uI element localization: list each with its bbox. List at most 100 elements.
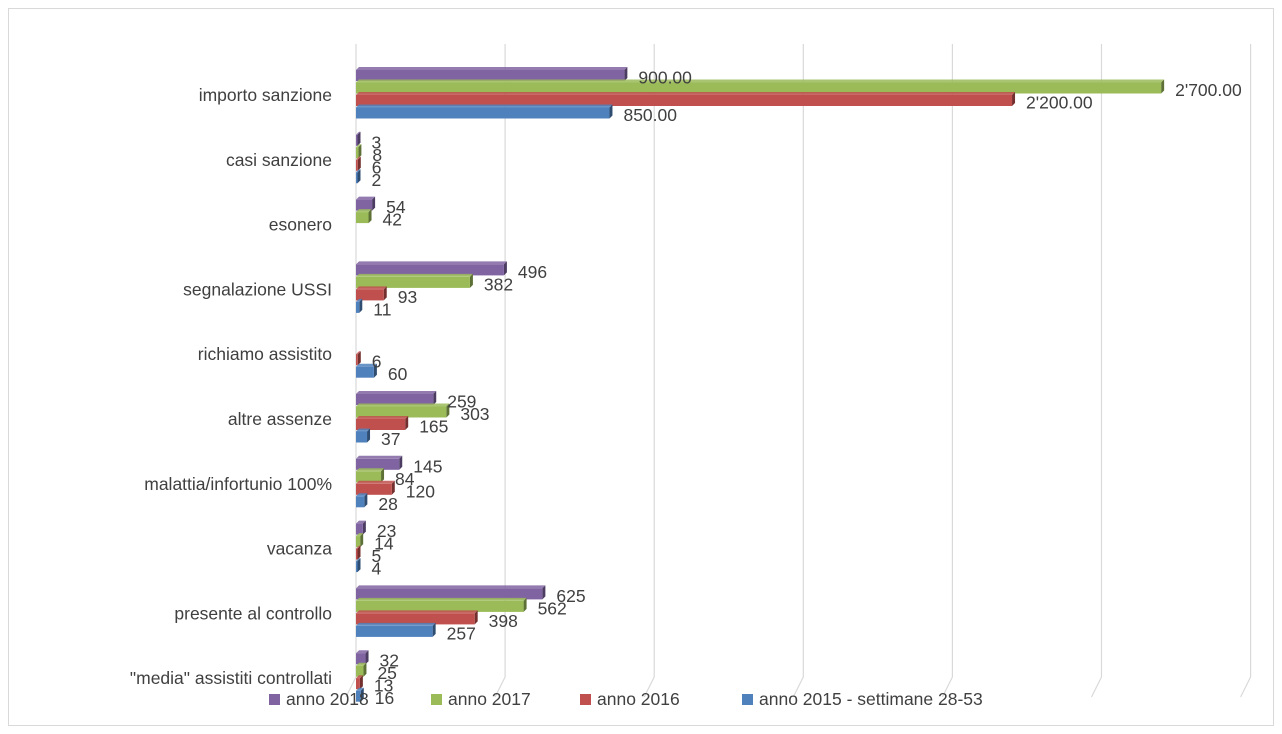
bar-top-face — [356, 455, 403, 459]
bar — [356, 690, 361, 702]
bar-end-face — [364, 493, 368, 508]
data-label: 25 — [377, 663, 396, 683]
bar — [356, 536, 361, 548]
gridline-base — [1240, 676, 1252, 698]
bar — [356, 82, 1162, 94]
bar-end-face — [624, 67, 628, 81]
legend-swatch — [431, 694, 442, 705]
data-label: 6 — [372, 352, 382, 372]
legend-label: anno 2015 - settimane 28-53 — [759, 689, 983, 709]
legend-label: anno 2016 — [597, 689, 680, 709]
gridline-base — [345, 676, 357, 698]
data-label: 93 — [398, 287, 417, 307]
bar-end-face — [542, 585, 546, 600]
chart-area: importo sanzione casi sanzione esonero segn… — [8, 8, 1274, 726]
data-label: 4 — [372, 559, 382, 579]
bar-top-face — [356, 286, 387, 290]
bar — [356, 95, 1013, 106]
data-labels: 900.002'700.002'200.00850.00386254424963… — [372, 68, 1243, 709]
bar-top-face — [356, 363, 377, 367]
bar-top-face — [356, 416, 409, 419]
bar-top-face — [356, 104, 613, 108]
data-label: 850.00 — [623, 105, 677, 125]
bar — [356, 354, 358, 366]
bar-top-face — [356, 79, 1165, 83]
bar — [356, 483, 392, 495]
bar-end-face — [360, 533, 364, 548]
category-labels: importo sanzione casi sanzione esonero segn… — [130, 85, 332, 688]
bar — [356, 289, 384, 301]
bar-end-face — [357, 156, 361, 171]
bar-top-face — [356, 597, 527, 601]
bar-top-face — [356, 209, 372, 213]
data-label: 16 — [375, 688, 394, 708]
bar — [356, 212, 369, 224]
bar-top-face — [356, 156, 361, 160]
bar-top-face — [356, 610, 478, 614]
data-label: 6 — [372, 157, 382, 177]
legend-swatch — [580, 694, 591, 705]
bar — [356, 613, 475, 625]
bar — [356, 419, 406, 430]
bar-end-face — [372, 196, 376, 211]
bar-top-face — [356, 675, 363, 679]
data-label: 14 — [374, 534, 394, 554]
bar-top-face — [356, 687, 364, 691]
bar-top-face — [356, 468, 385, 472]
bar — [356, 588, 543, 600]
bar-top-face — [356, 298, 363, 302]
bar-top-face — [356, 622, 436, 626]
bar — [356, 548, 358, 560]
category-label: segnalazione USSI — [183, 279, 332, 299]
bar-end-face — [367, 428, 371, 443]
category-label: altre assenze — [228, 409, 332, 429]
data-label: 37 — [381, 429, 400, 449]
bar — [356, 147, 359, 159]
bar — [356, 264, 504, 276]
bar-end-face — [399, 455, 403, 470]
bar — [356, 678, 360, 690]
data-label: 257 — [447, 623, 476, 643]
legend-label: anno 2018 — [286, 689, 369, 709]
bar-end-face — [381, 468, 385, 483]
bar-end-face — [432, 622, 436, 637]
bar-top-face — [356, 261, 507, 265]
data-label: 2'700.00 — [1175, 80, 1242, 100]
bar — [356, 134, 358, 146]
data-label: 303 — [460, 404, 489, 424]
category-label: "media" assistiti controllati — [130, 668, 332, 688]
bar — [356, 496, 365, 508]
bar-end-face — [357, 131, 361, 146]
bar — [356, 199, 373, 211]
bar-end-face — [357, 351, 361, 366]
bar — [356, 431, 368, 443]
bar-top-face — [356, 493, 368, 497]
bar-end-face — [359, 675, 363, 690]
bar — [356, 625, 433, 637]
bar — [356, 561, 358, 573]
data-label: 13 — [374, 676, 393, 696]
data-label: 42 — [383, 210, 402, 230]
bar-top-face — [356, 351, 361, 355]
bar-end-face — [405, 416, 409, 430]
bar-top-face — [356, 520, 366, 524]
data-label: 562 — [538, 598, 567, 618]
bar — [356, 600, 524, 612]
bar-top-face — [356, 585, 546, 589]
bar-end-face — [365, 650, 369, 665]
bars — [356, 67, 1165, 702]
chart-svg: importo sanzione casi sanzione esonero segn… — [130, 44, 1252, 709]
bar-top-face — [356, 403, 450, 407]
bar-end-face — [1012, 92, 1016, 106]
bar — [356, 458, 400, 470]
data-label: 32 — [380, 651, 399, 671]
bar-top-face — [356, 67, 628, 70]
bar-top-face — [356, 131, 361, 135]
data-label: 60 — [388, 364, 408, 384]
bar-top-face — [356, 545, 361, 549]
bar-end-face — [373, 363, 377, 378]
data-label: 3 — [372, 132, 382, 152]
data-label: 2'200.00 — [1026, 93, 1093, 113]
bar-end-face — [469, 273, 473, 288]
bar — [356, 159, 358, 171]
